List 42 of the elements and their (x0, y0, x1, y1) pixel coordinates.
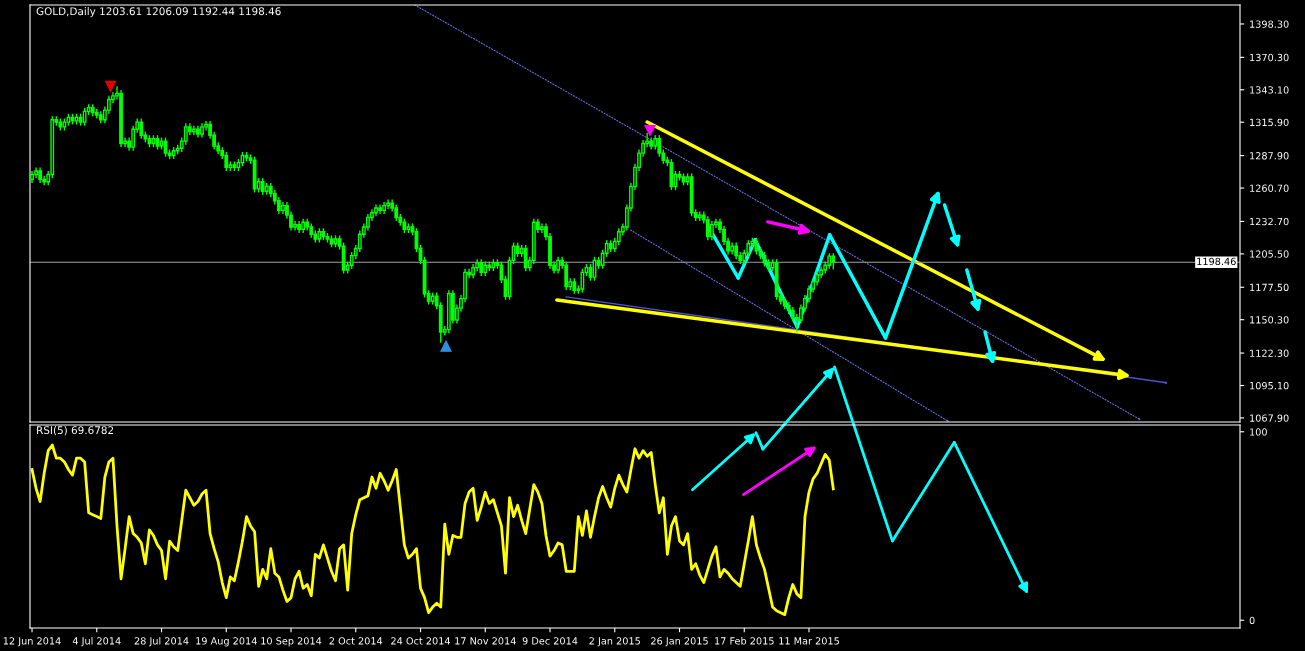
y-tick-label: 100 (1250, 428, 1267, 436)
candlestick (657, 134, 662, 158)
x-tick-label: 10 Sep 2014 (261, 637, 322, 647)
y-tick-label: 1150.30 (1250, 316, 1289, 324)
candlestick (183, 122, 188, 146)
x-tick-label: 17 Nov 2014 (455, 637, 516, 645)
candlestick (709, 220, 714, 241)
candlestick (705, 215, 710, 241)
y-tick-label: 1260.70 (1250, 184, 1289, 192)
y-tick-label: 1343.10 (1250, 86, 1289, 94)
ref-line-label: 1198.46 (1197, 257, 1236, 266)
x-tick-label: 2 Oct 2014 (329, 637, 383, 645)
y-tick-label: 0 (1249, 616, 1255, 625)
x-tick-label: 2 Jan 2015 (589, 637, 640, 647)
x-tick-label: 12 Jun 2014 (3, 637, 61, 647)
x-tick-label: 28 Jul 2014 (134, 637, 189, 647)
chart-title: RSI(5) 69.6782 (37, 426, 114, 436)
y-tick-label: 1122.30 (1250, 349, 1289, 357)
x-tick-label: 4 Jul 2014 (72, 637, 121, 647)
candlestick (139, 117, 144, 140)
chart-title: GOLD,Daily 1203.61 1206.09 1192.44 1198.46 (36, 7, 281, 18)
y-tick-label: 1315.90 (1250, 118, 1289, 127)
x-tick-label: 24 Oct 2014 (391, 637, 451, 645)
y-tick-label: 1205.50 (1250, 250, 1289, 258)
candlestick (131, 124, 136, 152)
candlestick (580, 268, 585, 294)
y-tick-label: 1287.90 (1250, 152, 1289, 160)
x-tick-label: 26 Jan 2015 (651, 637, 708, 647)
y-tick-label: 1067.90 (1250, 414, 1289, 422)
candlestick (378, 203, 382, 215)
x-tick-label: 19 Aug 2014 (196, 637, 257, 647)
line-series (30, 443, 835, 617)
candlestick (540, 222, 544, 234)
y-tick-label: 1095.10 (1250, 381, 1289, 390)
x-tick-label: 9 Dec 2014 (522, 637, 578, 645)
candlestick (341, 241, 346, 275)
x-tick-label: 11 Mar 2015 (779, 637, 839, 645)
x-tick-label: 17 Feb 2015 (715, 637, 774, 645)
y-tick-label: 1232.70 (1250, 217, 1289, 226)
y-tick-label: 1177.50 (1250, 283, 1289, 292)
y-tick-label: 1398.30 (1250, 20, 1289, 28)
y-tick-label: 1370.30 (1250, 53, 1289, 62)
